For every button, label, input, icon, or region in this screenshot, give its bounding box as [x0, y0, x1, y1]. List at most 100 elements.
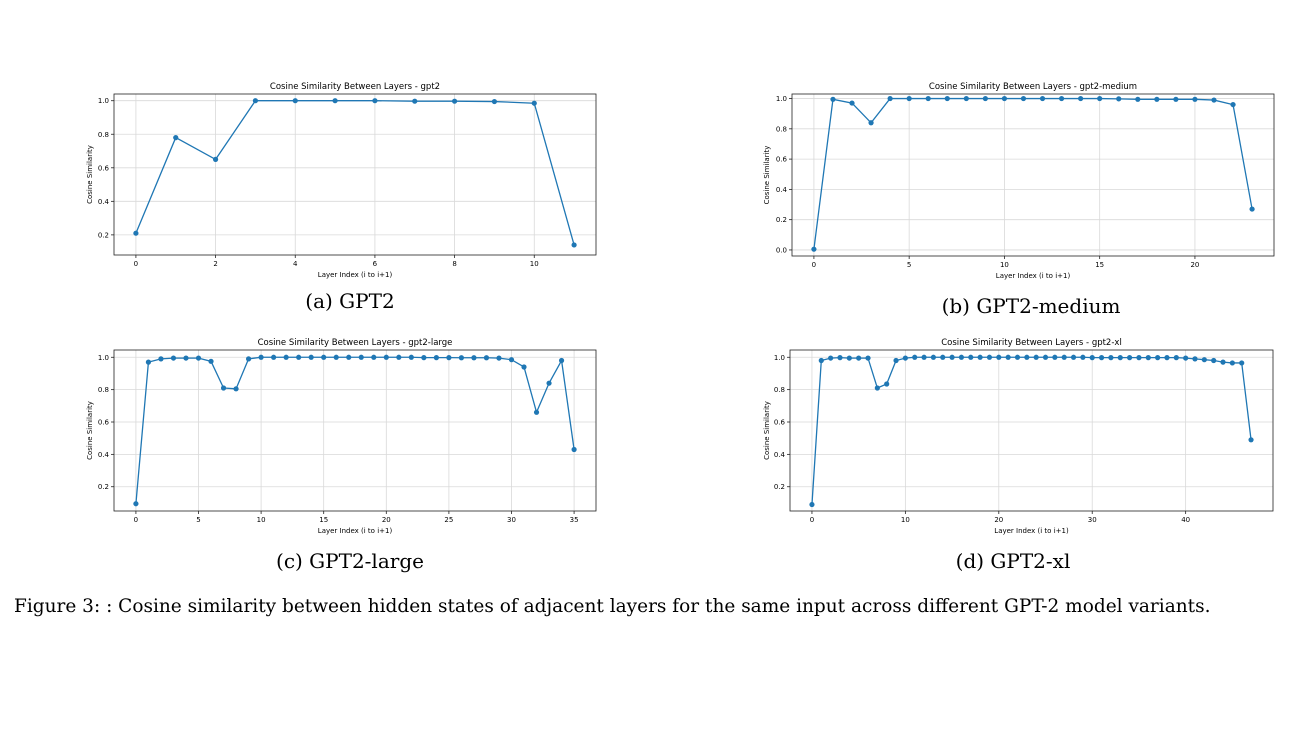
- plot-frame: [113, 349, 597, 512]
- y-tick-label: 0.6: [774, 419, 786, 427]
- data-point: [996, 354, 1002, 360]
- data-point: [1098, 355, 1105, 361]
- data-point: [846, 355, 852, 361]
- y-axis-label: Cosine Similarity: [86, 401, 94, 460]
- data-point: [333, 354, 339, 360]
- data-point: [887, 95, 893, 102]
- chart-title: Cosine Similarity Between Layers - gpt2-…: [929, 82, 1137, 92]
- data-point: [546, 380, 552, 386]
- y-tick-label: 0.8: [774, 386, 785, 394]
- x-tick-label: 15: [1095, 261, 1104, 269]
- chart-gpt2-large: 0 5 10 15 20 25 30 35 0.2 0.4 0.6 0.8 1.0 Cosine Simi…: [86, 338, 597, 535]
- data-point: [1145, 355, 1151, 361]
- data-point: [925, 95, 931, 102]
- y-tick-label: 0.2: [774, 483, 785, 491]
- chart-title: Cosine Similarity Between Layers - gpt2-…: [941, 338, 1122, 348]
- data-point: [533, 409, 540, 415]
- data-point: [1164, 355, 1170, 361]
- data-point: [963, 95, 969, 102]
- chart-gpt2-medium: 0 5 10 15 20 0.0 0.2 0.4 0.6 0.8 1.0 Cosine Similar…: [763, 82, 1275, 280]
- data-point: [1211, 357, 1217, 364]
- y-tick-label: 0.8: [98, 386, 109, 394]
- chart-title: Cosine Similarity Between Layers - gpt2-…: [258, 338, 453, 348]
- y-tick-label: 0.2: [98, 231, 109, 239]
- data-point: [1042, 354, 1049, 360]
- data-point: [944, 95, 950, 102]
- data-point: [170, 355, 177, 361]
- chart-panel-c: 0 5 10 15 20 25 30 35 0.2 0.4 0.6 0.8 1.0 Cosine Simi…: [80, 332, 605, 537]
- x-tick-label: 8: [452, 260, 456, 268]
- x-tick-label: 2: [213, 260, 217, 268]
- data-point: [446, 355, 452, 361]
- x-axis-label: Layer Index (i to i+1): [994, 527, 1069, 535]
- x-tick-label: 5: [907, 261, 911, 269]
- data-point: [1239, 360, 1245, 366]
- x-tick-label: 20: [382, 516, 391, 524]
- data-point: [968, 354, 974, 360]
- data-point: [940, 354, 946, 360]
- data-point: [571, 242, 577, 248]
- data-point: [158, 356, 164, 362]
- data-point: [1154, 96, 1160, 102]
- y-tick-label: 1.0: [98, 97, 109, 105]
- x-tick-label: 0: [812, 261, 816, 269]
- data-point: [233, 386, 239, 392]
- series-line: [813, 97, 1253, 250]
- x-tick-label: 0: [134, 260, 138, 268]
- y-tick-label: 0.2: [98, 483, 109, 491]
- data-point: [1229, 360, 1235, 366]
- data-point: [1230, 101, 1236, 108]
- data-point: [1020, 95, 1027, 102]
- x-tick-label: 20: [1190, 261, 1199, 269]
- data-point: [491, 98, 498, 105]
- y-tick-label: 0.4: [774, 451, 786, 459]
- x-tick-label: 6: [373, 260, 378, 268]
- subfigure-caption-a: (a) GPT2: [305, 289, 395, 313]
- data-point: [145, 359, 152, 365]
- series-line: [135, 356, 575, 504]
- data-point: [412, 98, 418, 104]
- x-tick-label: 0: [810, 516, 814, 524]
- x-tick-label: 5: [196, 516, 200, 524]
- data-point: [1117, 355, 1123, 361]
- x-axis-label: Layer Index (i to i+1): [996, 272, 1071, 280]
- x-tick-label: 20: [994, 516, 1003, 524]
- x-tick-label: 10: [1000, 261, 1009, 269]
- data-point: [921, 354, 927, 360]
- data-point: [1220, 359, 1226, 365]
- data-point: [865, 355, 871, 361]
- data-point: [868, 120, 874, 126]
- data-point: [252, 98, 259, 104]
- data-point: [1097, 95, 1103, 102]
- chart-panel-a: 0 2 4 6 8 10 0.2 0.4 0.6 0.8 1.0 Cosine Similarity …: [80, 76, 605, 281]
- data-point: [986, 354, 993, 360]
- data-point: [433, 355, 439, 361]
- data-point: [212, 156, 219, 163]
- figure-caption: Figure 3: : Cosine similarity between hi…: [14, 596, 1211, 617]
- plot-frame: [113, 93, 597, 256]
- data-point: [1108, 355, 1114, 361]
- data-point: [884, 381, 890, 387]
- data-point: [1052, 354, 1058, 360]
- data-point: [451, 98, 458, 104]
- data-point: [372, 98, 378, 104]
- data-point: [1001, 95, 1008, 102]
- y-tick-label: 1.0: [774, 354, 785, 362]
- x-axis-label: Layer Index (i to i+1): [318, 527, 393, 535]
- data-point: [1089, 355, 1095, 361]
- data-point: [483, 355, 490, 361]
- y-tick-label: 1.0: [776, 95, 787, 103]
- data-point: [1136, 355, 1142, 361]
- data-point: [271, 354, 277, 360]
- data-point: [1070, 354, 1077, 360]
- series-line: [811, 356, 1252, 505]
- data-point: [296, 354, 302, 360]
- data-point: [809, 501, 815, 508]
- data-point: [977, 354, 983, 360]
- data-point: [1173, 355, 1179, 361]
- data-point: [893, 357, 899, 364]
- data-point: [982, 95, 988, 102]
- x-tick-label: 10: [901, 516, 910, 524]
- data-point: [902, 355, 908, 361]
- y-tick-label: 0.4: [776, 186, 788, 194]
